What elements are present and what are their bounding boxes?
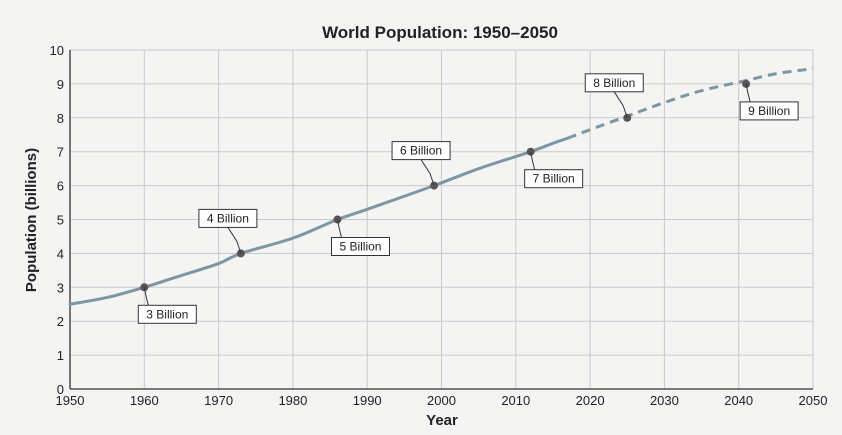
x-tick-label: 2000	[427, 393, 456, 408]
y-tick-label: 10	[50, 43, 64, 58]
callout-box	[198, 208, 258, 228]
y-tick-label: 8	[57, 111, 64, 126]
x-axis-title: Year	[426, 412, 458, 429]
series	[68, 67, 814, 306]
milestone-label: 6 Billion	[400, 144, 442, 158]
callout-leader	[530, 151, 536, 170]
milestone-label: 4 Billion	[207, 211, 249, 225]
callout-leader	[420, 159, 435, 186]
milestone-label: 9 Billion	[748, 104, 790, 118]
x-tick-label: 2010	[501, 393, 530, 408]
x-tick-label: 1990	[353, 393, 382, 408]
callout-box	[584, 73, 644, 93]
x-tick-label: 1960	[130, 393, 159, 408]
y-tick-label: 2	[57, 314, 64, 329]
historical-population-line	[68, 136, 570, 306]
milestone-label: 7 Billion	[533, 172, 575, 186]
callout-leader	[227, 227, 242, 254]
y-tick-label: 6	[57, 179, 64, 194]
y-tick-label: 3	[57, 280, 64, 295]
chart-title: World Population: 1950–2050	[322, 23, 558, 42]
callout-leader	[613, 91, 628, 118]
y-tick-label: 7	[57, 145, 64, 160]
x-tick-label: 2050	[799, 393, 828, 408]
y-tick-label: 9	[57, 77, 64, 92]
callout-box	[137, 304, 197, 324]
milestone-label: 3 Billion	[146, 307, 188, 321]
callout-box	[524, 169, 584, 189]
projected-population-line	[567, 67, 814, 140]
grid	[69, 49, 814, 390]
y-tick-label: 0	[57, 382, 64, 397]
milestone-label: 8 Billion	[593, 76, 635, 90]
x-tick-label: 1970	[204, 393, 233, 408]
x-tick-label: 2020	[576, 393, 605, 408]
callout-leader	[336, 219, 342, 238]
x-tick-label: 2040	[724, 393, 753, 408]
x-tick-label: 2030	[650, 393, 679, 408]
y-axis-title: Population (billions)	[23, 148, 40, 292]
callout-box	[330, 237, 390, 256]
axes: 1950 1960 1970 1980 1990 2000 2010 2020 2030 2040…	[50, 43, 828, 408]
callout-box	[739, 101, 799, 121]
callout-leader	[745, 83, 751, 103]
y-tick-label: 5	[57, 213, 64, 228]
milestone-label: 5 Billion	[339, 240, 381, 254]
callout-box	[391, 141, 451, 161]
y-tick-label: 4	[57, 246, 64, 261]
x-tick-label: 1980	[278, 393, 307, 408]
callout-leader	[143, 287, 149, 306]
x-tick-label: 1950	[56, 393, 85, 408]
y-tick-label: 1	[57, 348, 64, 363]
milestone-callouts: 3 Billion 4 Billion 5 Billion 6 Billion 7 Bi…	[137, 73, 799, 324]
